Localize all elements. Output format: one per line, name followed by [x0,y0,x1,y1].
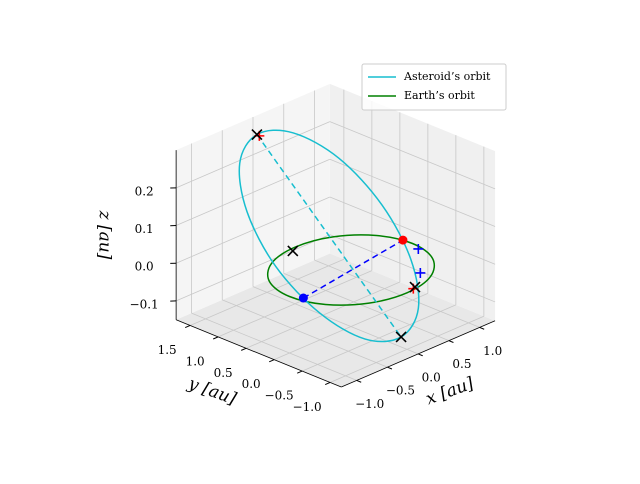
y-tick-label: 1.0 [186,354,205,368]
y-tick-label: 0.0 [242,377,261,391]
z-axis-label: z [au] [95,210,115,260]
tick-mark [269,360,274,362]
marker-dot [398,236,407,245]
y-tick-label: 1.5 [158,343,177,357]
tick-mark [449,341,453,343]
y-tick-label: −1.0 [293,400,322,414]
legend-label: Asteroid’s orbit [403,70,491,83]
x-tick-label: −1.0 [355,397,384,411]
x-tick-label: 0.5 [452,357,471,371]
z-tick-label: −0.1 [130,297,159,311]
marker-dot [299,294,308,303]
tick-mark [241,348,246,350]
y-tick-label: −0.5 [265,389,294,403]
tick-mark [387,367,391,369]
x-tick-label: 1.0 [483,344,502,358]
y-tick-label: 0.5 [214,366,233,380]
z-tick-label: 0.1 [135,222,154,236]
tick-mark [418,354,422,356]
z-tick-label: 0.2 [135,184,154,198]
tick-mark [357,380,361,382]
tick-mark [325,382,330,384]
tick-mark [185,325,190,327]
legend-label: Earth’s orbit [404,89,475,102]
z-tick-label: 0.0 [135,260,154,274]
x-tick-label: −0.5 [386,384,415,398]
x-tick-label: 0.0 [422,370,441,384]
tick-mark [480,327,484,329]
tick-mark [213,337,218,339]
tick-mark [297,371,302,373]
